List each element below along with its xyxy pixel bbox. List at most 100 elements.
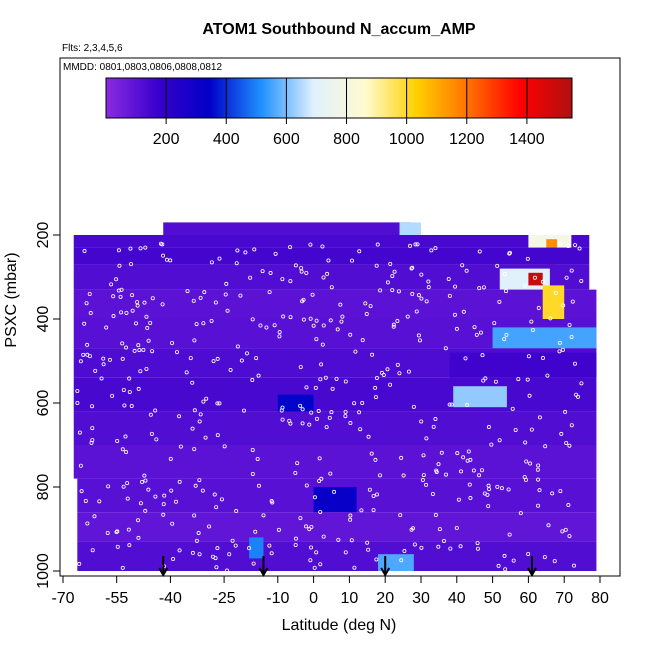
sample-point: [228, 367, 233, 372]
sample-point: [160, 242, 165, 247]
sample-point: [503, 567, 508, 572]
sample-point: [507, 532, 512, 537]
sample-point: [413, 242, 418, 247]
flight-arrow-head: [158, 567, 169, 578]
sample-point: [524, 459, 529, 464]
sample-point: [391, 324, 396, 329]
sample-point: [150, 296, 155, 301]
sample-point: [168, 456, 173, 461]
sample-point: [319, 476, 324, 481]
sample-point: [390, 273, 395, 278]
sample-point: [121, 387, 126, 392]
sample-point: [200, 488, 205, 493]
sample-point: [161, 253, 166, 258]
sample-point: [318, 509, 323, 514]
sample-point: [388, 262, 393, 267]
x-tick-label: 60: [520, 590, 538, 607]
sample-point: [569, 268, 574, 273]
sample-point: [115, 529, 120, 534]
sample-point: [548, 316, 553, 321]
sample-point: [75, 400, 80, 405]
sample-point: [409, 266, 414, 271]
colorbar-tick-label: 1000: [389, 131, 425, 148]
sample-point: [563, 527, 568, 532]
sample-point: [516, 377, 521, 382]
sample-point: [192, 447, 197, 452]
sample-point: [374, 263, 379, 268]
sample-point: [426, 285, 431, 290]
sample-point: [255, 457, 260, 462]
sample-point: [314, 550, 319, 555]
sample-point: [127, 389, 132, 394]
sample-point: [317, 478, 322, 483]
x-tick-label: -40: [159, 590, 182, 607]
sample-point: [416, 293, 421, 298]
sample-point: [502, 272, 507, 277]
sample-point: [300, 407, 305, 412]
sample-point: [293, 470, 298, 475]
heatmap-cell: [73, 411, 597, 445]
sample-point: [196, 531, 201, 536]
plot-frame: [59, 57, 621, 577]
sample-point: [439, 450, 444, 455]
sample-point: [304, 270, 309, 275]
sample-point: [537, 488, 542, 493]
sample-point: [434, 468, 439, 473]
sample-point: [546, 523, 551, 528]
sample-point: [486, 425, 491, 430]
sample-point: [396, 289, 401, 294]
sample-point: [504, 332, 509, 337]
sample-point: [536, 477, 541, 482]
sample-point: [318, 377, 323, 382]
sample-point: [145, 326, 150, 331]
sample-point: [459, 469, 464, 474]
sample-point: [213, 556, 218, 561]
sample-point: [559, 431, 564, 436]
sample-point: [526, 551, 531, 556]
heatmap-cell: [77, 512, 597, 542]
heatmap-cell: [163, 222, 411, 235]
sample-point: [312, 565, 317, 570]
heatmap-cell: [73, 377, 597, 412]
sample-point: [523, 440, 528, 445]
sample-point: [185, 289, 190, 294]
sample-point: [343, 379, 348, 384]
sample-point: [125, 496, 130, 501]
sample-point: [309, 525, 314, 530]
sample-point: [110, 393, 115, 398]
sample-point: [385, 280, 390, 285]
sample-point: [503, 289, 508, 294]
sample-point: [557, 349, 562, 354]
colorbar-ticks: 200 400 600 800 1000 1200 1400: [153, 78, 545, 148]
sample-point: [402, 549, 407, 554]
sample-point: [433, 417, 438, 422]
sample-point: [441, 539, 446, 544]
sample-point: [437, 527, 442, 532]
sample-point: [281, 314, 286, 319]
sample-point: [82, 321, 87, 326]
sample-point: [573, 243, 578, 248]
sample-point: [375, 242, 380, 247]
sample-point: [272, 323, 277, 328]
sample-point: [378, 288, 383, 293]
sample-point: [308, 316, 313, 321]
sample-point: [419, 419, 424, 424]
sample-point: [243, 250, 248, 255]
sample-point: [493, 379, 498, 384]
sample-point: [85, 352, 90, 357]
sample-point: [566, 503, 571, 508]
sample-point: [84, 301, 89, 306]
x-tick-label: 0: [309, 590, 318, 607]
sample-point: [130, 308, 135, 313]
sample-point: [463, 356, 468, 361]
sample-point: [433, 246, 438, 251]
sample-point: [323, 375, 328, 380]
sample-point: [260, 269, 265, 274]
sample-point: [304, 385, 309, 390]
sample-point: [411, 404, 416, 409]
sample-point: [460, 263, 465, 268]
sample-point: [424, 436, 429, 441]
sample-point: [307, 527, 312, 532]
sample-point: [507, 250, 512, 255]
sample-point: [177, 548, 182, 553]
